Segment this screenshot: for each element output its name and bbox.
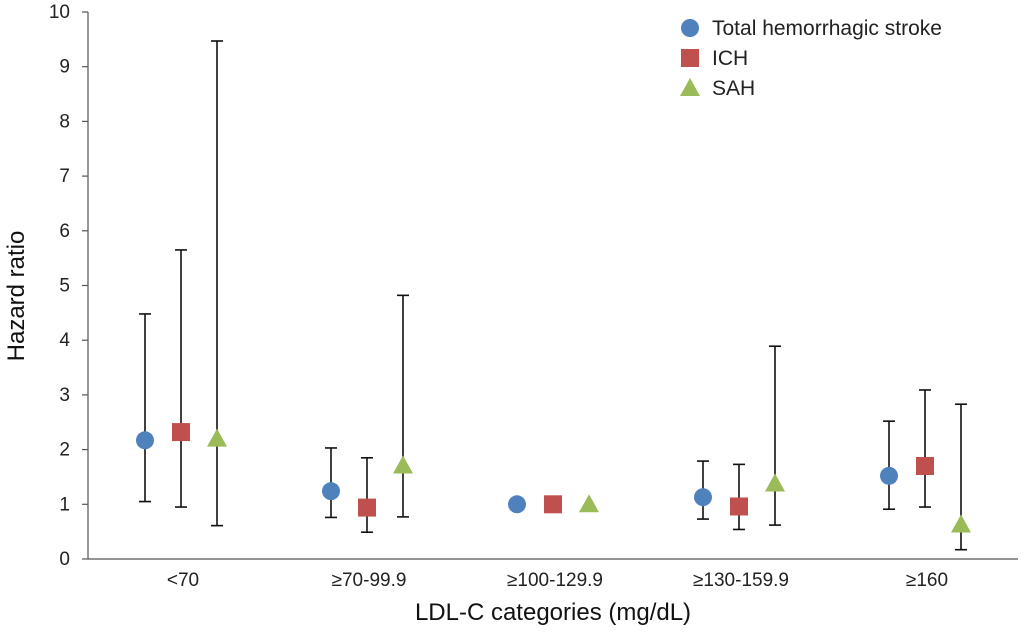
error-bars	[139, 40, 967, 551]
y-tick-label: 9	[59, 57, 70, 78]
y-tick-label: 0	[59, 549, 70, 570]
point-triangle	[951, 514, 971, 533]
x-tick-label: <70	[167, 570, 199, 591]
y-tick-label: 5	[59, 276, 70, 297]
point-circle	[322, 482, 340, 501]
point-square	[544, 495, 562, 514]
point-circle	[508, 495, 526, 514]
y-tick-label: 6	[59, 221, 70, 242]
legend: Total hemorrhagic stroke ICH SAH	[680, 17, 942, 100]
point-square	[916, 457, 934, 476]
point-triangle	[579, 494, 599, 513]
point-square	[172, 423, 190, 442]
point-triangle	[765, 473, 785, 492]
y-tick-label: 2	[59, 440, 70, 461]
y-tick-label: 1	[59, 494, 70, 515]
point-circle	[136, 431, 154, 450]
x-axis-ticks: <70 ≥70-99.9 ≥100-129.9 ≥130-159.9 ≥160	[167, 570, 948, 591]
x-tick-label: ≥70-99.9	[332, 570, 407, 591]
point-circle	[694, 488, 712, 507]
legend-marker-square	[681, 49, 699, 67]
x-tick-label: ≥160	[906, 570, 948, 591]
point-triangle	[393, 455, 413, 474]
legend-label: ICH	[712, 47, 748, 70]
legend-marker-circle	[681, 19, 699, 37]
point-triangle	[207, 428, 227, 447]
legend-label: SAH	[712, 77, 755, 100]
x-axis-title: LDL-C categories (mg/dL)	[415, 599, 691, 626]
data-markers	[136, 423, 971, 533]
y-tick-label: 8	[59, 111, 70, 132]
y-tick-label: 10	[49, 2, 70, 23]
y-tick-label: 3	[59, 385, 70, 406]
point-square	[730, 497, 748, 516]
x-tick-label: ≥100-129.9	[507, 570, 603, 591]
point-circle	[880, 466, 898, 485]
y-tick-label: 4	[59, 330, 70, 351]
y-axis-ticks: 0 1 2 3 4 5 6 7 8 9 10	[49, 2, 88, 570]
x-tick-label: ≥130-159.9	[693, 570, 789, 591]
legend-marker-triangle	[680, 78, 700, 96]
point-square	[358, 498, 376, 517]
y-axis-title: Hazard ratio	[3, 231, 30, 362]
legend-label: Total hemorrhagic stroke	[712, 17, 942, 40]
y-tick-label: 7	[59, 166, 70, 187]
